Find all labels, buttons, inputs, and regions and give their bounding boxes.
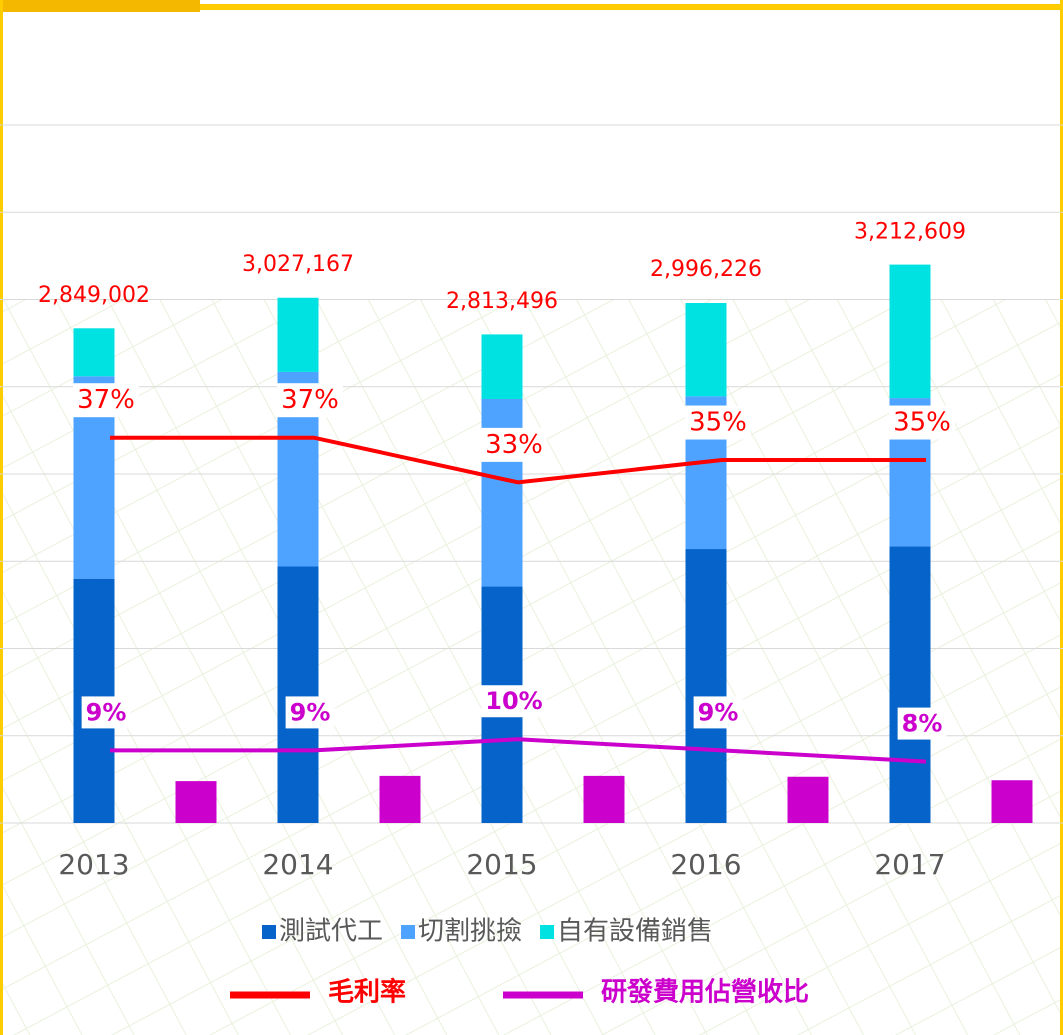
bar-segment [685,302,727,397]
bar-segment [277,566,319,823]
line-value-label: 37% [77,385,135,415]
label-background [81,696,131,729]
line-value-label: 10% [485,687,542,715]
x-tick-label: 2013 [58,848,129,881]
bar [379,775,421,823]
legend-label: 測試代工 [279,917,383,947]
legend-label: 切割挑撿 [418,917,522,947]
bar [991,780,1033,823]
line-value-label: 33% [485,430,543,460]
line-value-label: 8% [902,710,943,738]
label-background [693,696,743,729]
bar [583,775,625,823]
legend-label: 自有設備銷售 [557,917,713,947]
label-background [897,707,947,740]
header-block [0,0,200,12]
header-line [200,4,1063,10]
bar-segment [889,264,931,399]
bar [175,781,217,823]
line-value-label: 35% [689,408,747,438]
total-label: 3,027,167 [242,252,354,277]
bar-segment [73,328,115,377]
labels: 2013 2014 2015 2016 2017 2,849,002 3,027,167 2,… [38,219,966,881]
legend-swatch [401,925,416,939]
legend-swatch [540,925,555,939]
legend-swatch [262,925,276,939]
bar-segment [277,297,319,372]
line-series [110,435,926,485]
x-tick-label: 2016 [670,848,741,881]
bar-segment [481,334,523,399]
grid [0,124,1063,824]
label-background [889,405,955,440]
label-background [685,405,751,440]
bar [787,776,829,823]
line-value-label: 9% [86,698,127,726]
bar-segment [481,398,523,587]
label-background [73,383,139,418]
bar-segment [889,546,931,823]
line-value-label: 35% [893,408,951,438]
background-pattern [0,300,1063,1035]
line-series [110,737,927,764]
line-value-label: 9% [698,698,739,726]
total-label: 2,849,002 [38,283,150,308]
lines [110,435,927,764]
line-value-label: 9% [290,698,331,726]
label-background [277,383,343,418]
legend-label: 毛利率 [328,977,406,1008]
legend-label: 研發費用佔營收比 [601,978,809,1008]
x-tick-label: 2017 [874,848,945,881]
total-label: 3,212,609 [854,219,966,244]
line-value-label: 37% [281,385,339,415]
total-label: 2,996,226 [650,257,762,282]
label-background [481,427,547,462]
left-border [0,0,3,1035]
total-label: 2,813,496 [446,289,558,314]
bar-segment [685,549,727,823]
label-background [481,685,547,718]
right-border [1060,0,1063,1035]
x-tick-label: 2015 [466,848,537,881]
x-tick-label: 2014 [262,848,333,881]
label-background [285,696,335,729]
